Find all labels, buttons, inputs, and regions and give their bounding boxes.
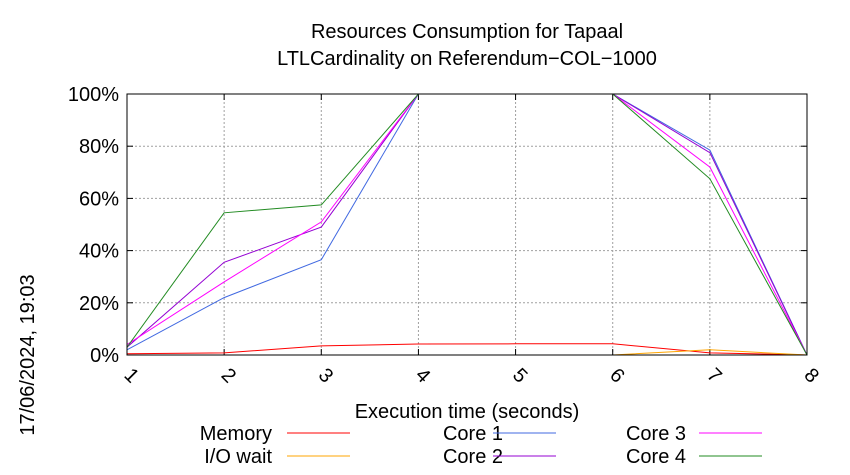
legend-label-core-1: Core 1 [443,423,503,445]
x-tick-label: 8 [800,364,823,387]
series-line-core-3 [126,93,808,356]
x-axis-label: Execution time (seconds) [355,401,580,423]
x-tick-label: 1 [120,364,143,387]
y-tick-label: 40% [79,241,119,263]
x-tick-label: 3 [314,364,337,387]
x-tick-label: 2 [217,364,240,387]
legend-label-core-2: Core 2 [443,446,503,468]
legend-label-core-4: Core 4 [626,446,686,468]
y-tick-label: 100% [68,84,119,106]
legend-label-i-o-wait: I/O wait [204,446,272,468]
chart-title-line-2: LTLCardinality on Referendum−COL−1000 [277,48,657,70]
x-tick-label: 6 [605,364,628,387]
x-tick-label: 7 [702,364,725,387]
legend-label-core-3: Core 3 [626,423,686,445]
series-line-memory [126,343,808,356]
x-tick-label: 4 [411,364,434,387]
grid [127,94,807,355]
y-tick-label: 80% [79,136,119,158]
chart-title-line-1: Resources Consumption for Tapaal [311,21,623,43]
timestamp-label: 17/06/2024, 19:03 [17,274,39,435]
y-tick-label: 60% [79,188,119,210]
series-line-core-1 [126,93,808,356]
x-tick-label: 5 [508,364,531,387]
y-tick-label: 20% [79,293,119,315]
series-line-core-4 [126,93,808,356]
series-lines [126,93,808,356]
y-axis-ticks: 0% 20% 40% 60% 80% 100% [68,84,807,367]
plot-frame [126,93,808,356]
legend-label-memory: Memory [200,423,272,445]
y-tick-label: 0% [90,345,119,367]
series-line-core-2 [126,93,808,356]
